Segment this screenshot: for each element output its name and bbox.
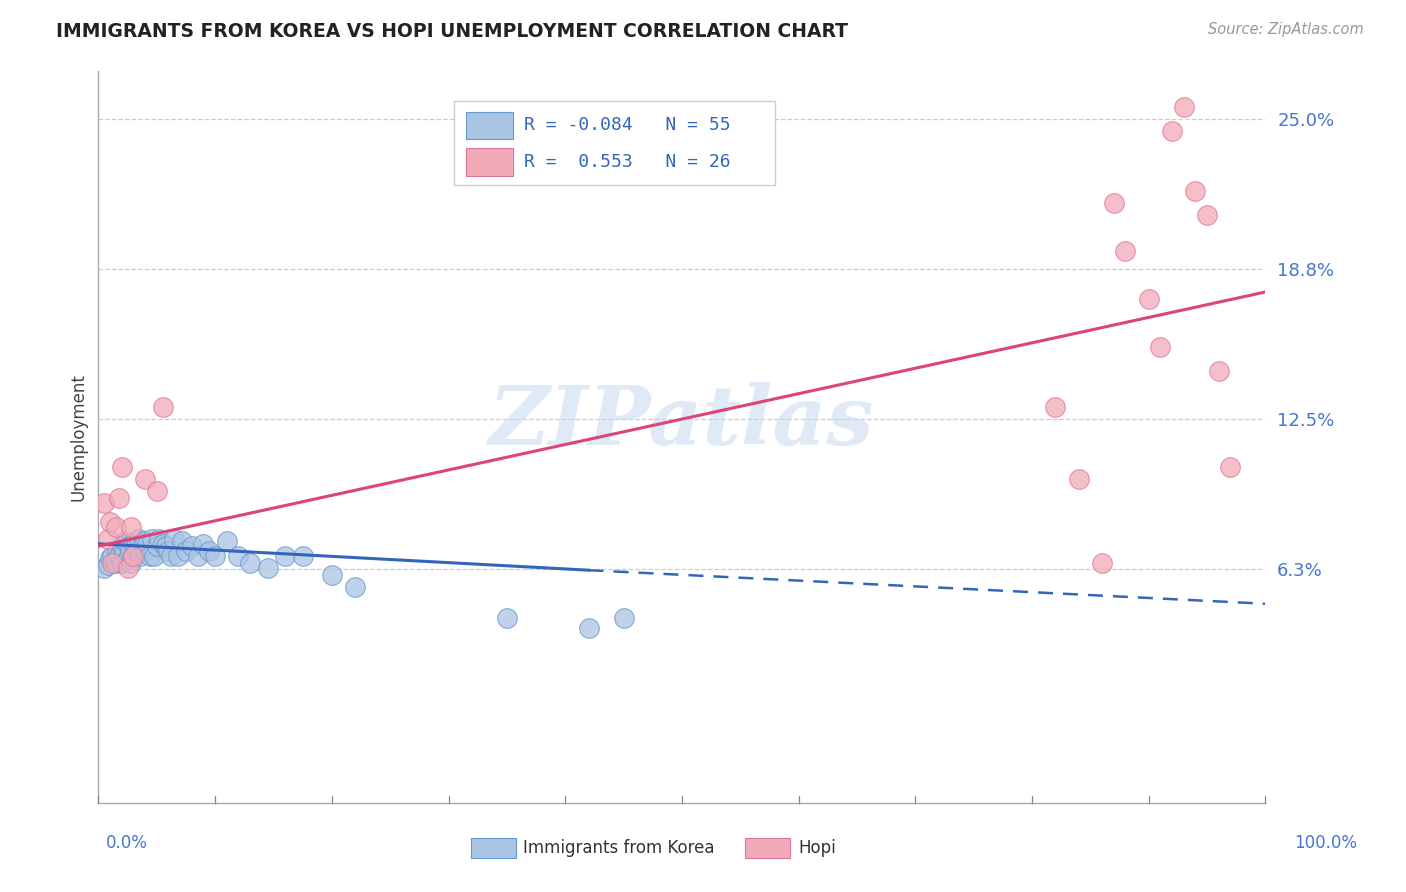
- Point: [1045, 400, 1067, 414]
- Point: [139, 549, 162, 563]
- Point: [129, 549, 152, 563]
- Point: [146, 539, 169, 553]
- Point: [114, 534, 136, 549]
- Point: [101, 549, 124, 563]
- Point: [152, 537, 174, 551]
- Point: [98, 515, 121, 529]
- Point: [108, 491, 131, 506]
- Point: [101, 556, 124, 570]
- Point: [136, 537, 159, 551]
- Text: Hopi: Hopi: [799, 839, 837, 857]
- Point: [111, 460, 134, 475]
- Text: 0.0%: 0.0%: [105, 834, 148, 852]
- Point: [193, 537, 215, 551]
- Point: [118, 544, 141, 558]
- Point: [117, 561, 139, 575]
- Point: [143, 549, 166, 563]
- Point: [122, 537, 145, 551]
- Point: [239, 556, 262, 570]
- FancyBboxPatch shape: [465, 112, 513, 139]
- Point: [256, 561, 278, 575]
- Point: [1195, 208, 1218, 222]
- Point: [1067, 472, 1090, 486]
- Text: R = -0.084   N = 55: R = -0.084 N = 55: [524, 117, 731, 135]
- Point: [1137, 292, 1160, 306]
- Point: [1091, 556, 1114, 570]
- Point: [1173, 100, 1195, 114]
- Point: [134, 534, 156, 549]
- Point: [274, 549, 297, 563]
- Point: [1114, 244, 1136, 259]
- Point: [97, 532, 120, 546]
- Point: [291, 549, 314, 563]
- Text: Source: ZipAtlas.com: Source: ZipAtlas.com: [1208, 22, 1364, 37]
- FancyBboxPatch shape: [454, 101, 775, 185]
- Point: [155, 539, 177, 553]
- Point: [1208, 364, 1230, 378]
- Point: [187, 549, 209, 563]
- Point: [321, 568, 343, 582]
- Point: [146, 483, 169, 498]
- Point: [132, 537, 155, 551]
- Point: [180, 539, 202, 553]
- Point: [166, 549, 188, 563]
- Text: Immigrants from Korea: Immigrants from Korea: [523, 839, 714, 857]
- Point: [108, 549, 131, 563]
- FancyBboxPatch shape: [465, 148, 513, 176]
- Point: [141, 532, 163, 546]
- Point: [118, 539, 141, 553]
- Point: [148, 532, 170, 546]
- Point: [172, 534, 194, 549]
- Point: [1161, 124, 1184, 138]
- Point: [496, 611, 519, 625]
- Point: [111, 556, 134, 570]
- Text: ZIPatlas: ZIPatlas: [489, 383, 875, 462]
- Point: [122, 549, 145, 563]
- Point: [104, 556, 127, 570]
- Point: [120, 556, 142, 570]
- Point: [117, 551, 139, 566]
- Text: 100.0%: 100.0%: [1294, 834, 1357, 852]
- Point: [152, 400, 174, 414]
- Point: [134, 544, 156, 558]
- Point: [120, 520, 142, 534]
- Point: [134, 472, 156, 486]
- Point: [125, 544, 148, 558]
- Point: [1149, 340, 1171, 354]
- Y-axis label: Unemployment: Unemployment: [69, 373, 87, 501]
- Point: [111, 539, 134, 553]
- Point: [93, 561, 115, 575]
- Point: [93, 496, 115, 510]
- Point: [125, 539, 148, 553]
- Point: [228, 549, 250, 563]
- Point: [103, 553, 125, 567]
- Point: [157, 544, 180, 558]
- Point: [97, 558, 120, 573]
- Point: [1219, 460, 1241, 475]
- Text: R =  0.553   N = 26: R = 0.553 N = 26: [524, 153, 731, 171]
- Point: [163, 532, 186, 546]
- Point: [344, 580, 367, 594]
- Point: [578, 621, 600, 635]
- Text: IMMIGRANTS FROM KOREA VS HOPI UNEMPLOYMENT CORRELATION CHART: IMMIGRANTS FROM KOREA VS HOPI UNEMPLOYME…: [56, 22, 848, 41]
- Point: [122, 549, 145, 563]
- Point: [104, 520, 127, 534]
- Point: [1184, 184, 1206, 198]
- Point: [159, 549, 181, 563]
- Point: [613, 611, 636, 625]
- Point: [174, 544, 197, 558]
- Point: [105, 544, 128, 558]
- Point: [1102, 196, 1125, 211]
- Point: [128, 532, 150, 546]
- Point: [204, 549, 226, 563]
- Point: [198, 544, 221, 558]
- Point: [215, 534, 238, 549]
- Point: [112, 546, 135, 560]
- Point: [98, 551, 121, 566]
